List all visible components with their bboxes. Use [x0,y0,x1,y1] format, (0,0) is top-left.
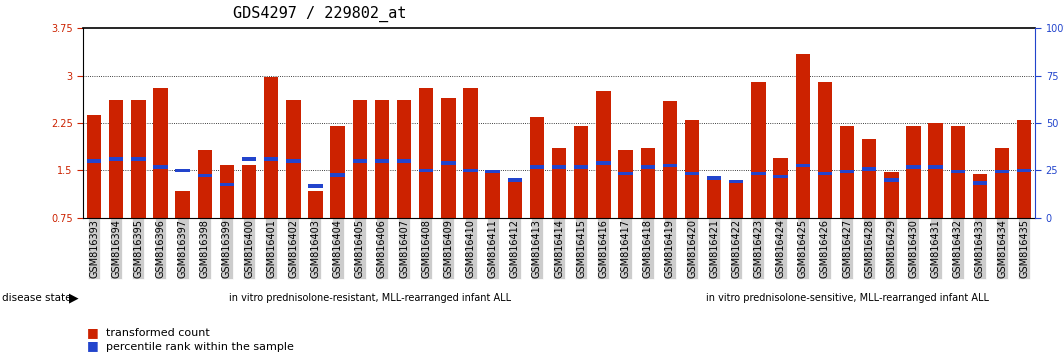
Bar [552,148,566,218]
Bar [198,174,212,177]
Bar [375,100,389,218]
Bar [818,172,832,175]
Text: GDS4297 / 229802_at: GDS4297 / 229802_at [233,5,405,22]
Bar [352,100,367,218]
Bar [972,181,987,185]
Bar [264,157,279,161]
Text: ▶: ▶ [69,292,79,305]
Bar [176,190,189,218]
Bar [950,126,965,218]
Bar [220,165,234,218]
Bar [884,172,898,218]
Bar [995,148,1010,218]
Bar [972,173,987,218]
Bar [907,165,920,169]
Bar [862,167,877,171]
Bar [131,100,146,218]
Bar [929,165,943,169]
Bar [419,88,433,218]
Bar [995,170,1010,173]
Bar [109,157,123,161]
Bar [685,120,699,218]
Bar [641,148,655,218]
Bar [774,175,787,178]
Bar [419,169,433,172]
Bar [929,123,943,218]
Bar [729,180,744,183]
Bar [508,178,522,182]
Bar [796,53,810,218]
Bar [286,159,300,162]
Bar [176,169,189,172]
Bar [442,98,455,218]
Bar [485,170,500,218]
Bar [153,165,168,169]
Bar [397,159,412,162]
Text: percentile rank within the sample: percentile rank within the sample [106,342,295,352]
Bar [109,100,123,218]
Bar [1017,120,1031,218]
Text: in vitro prednisolone-resistant, MLL-rearranged infant ALL: in vitro prednisolone-resistant, MLL-rea… [230,293,512,303]
Bar [575,165,588,169]
Bar [442,161,455,165]
Bar [596,161,611,165]
Bar [530,165,544,169]
Bar [463,88,478,218]
Bar [729,180,744,218]
Bar [884,178,898,182]
Bar [618,172,633,175]
Bar [220,183,234,186]
Bar [131,157,146,161]
Bar [485,170,500,173]
Bar [950,170,965,173]
Bar [87,115,101,218]
Bar [596,91,611,218]
Bar [331,126,345,218]
Bar [907,126,920,218]
Bar [309,190,322,218]
Bar [331,173,345,177]
Bar [375,159,389,162]
Bar [706,177,721,218]
Bar [309,184,322,188]
Bar [352,159,367,162]
Bar [862,139,877,218]
Bar [286,100,300,218]
Bar [685,172,699,175]
Bar [641,165,655,169]
Bar [242,165,256,218]
Bar [706,176,721,180]
Bar [153,88,168,218]
Text: ■: ■ [87,326,99,338]
Bar [774,158,787,218]
Bar [818,82,832,218]
Bar [1017,169,1031,172]
Bar [530,117,544,218]
Text: in vitro prednisolone-sensitive, MLL-rearranged infant ALL: in vitro prednisolone-sensitive, MLL-rea… [705,293,988,303]
Bar [796,164,810,167]
Bar [751,82,766,218]
Text: ■: ■ [87,339,99,352]
Bar [751,172,766,175]
Bar [552,165,566,169]
Text: disease state: disease state [2,293,71,303]
Bar [397,100,412,218]
Bar [508,180,522,218]
Bar [463,169,478,172]
Bar [839,170,854,173]
Bar [839,126,854,218]
Bar [242,157,256,161]
Bar [198,149,212,218]
Bar [264,77,279,218]
Bar [87,159,101,162]
Bar [663,101,677,218]
Bar [663,164,677,167]
Bar [575,126,588,218]
Bar [618,149,633,218]
Text: transformed count: transformed count [106,329,211,338]
